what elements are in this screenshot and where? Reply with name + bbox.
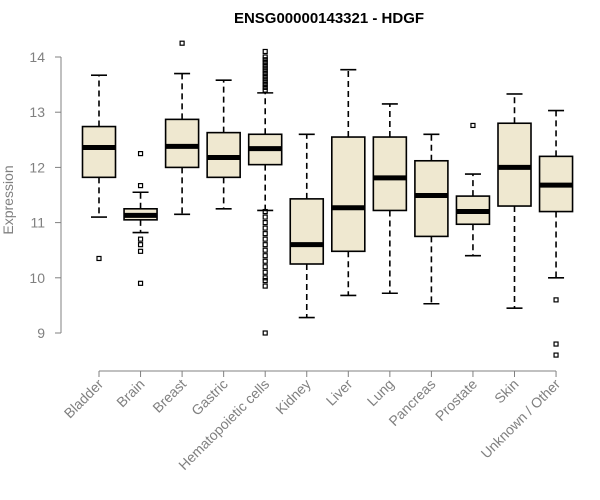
outlier-point — [262, 48, 268, 55]
box-9 — [455, 122, 491, 257]
outlier-point — [262, 70, 268, 77]
outlier-point — [262, 258, 268, 264]
outlier-point — [262, 277, 268, 284]
x-tick-label: Breast — [149, 376, 189, 416]
y-tick-label: 13 — [29, 104, 45, 120]
outlier-point — [137, 151, 144, 157]
outlier-point — [553, 297, 559, 303]
outlier-point — [96, 255, 102, 262]
outlier-point — [262, 79, 268, 85]
x-tick-label: Unknown / Other — [478, 376, 564, 462]
outlier-point — [262, 57, 268, 63]
outlier-point — [262, 283, 268, 289]
boxes-group — [81, 40, 574, 358]
outlier-point — [553, 341, 559, 347]
iqr-box — [289, 198, 325, 265]
box-6 — [330, 68, 366, 297]
outlier-point — [262, 208, 268, 215]
outlier-point — [262, 65, 268, 71]
outlier-point — [262, 253, 268, 259]
outlier-point — [262, 236, 268, 242]
outlier-point — [262, 225, 268, 231]
iqr-box — [330, 136, 366, 253]
outlier-point — [262, 220, 268, 226]
outlier-point — [262, 73, 268, 79]
outlier-point — [137, 242, 144, 248]
outlier-point — [262, 231, 268, 237]
x-tick-label: Brain — [113, 376, 147, 410]
outlier-point — [137, 280, 144, 286]
outlier-point — [262, 84, 268, 90]
outlier-point — [262, 275, 268, 281]
x-tick-label: Kidney — [272, 376, 314, 418]
outlier-point — [262, 330, 268, 336]
box-7 — [372, 103, 408, 295]
outlier-point — [137, 183, 144, 189]
outlier-point — [262, 264, 268, 270]
outlier-point — [262, 81, 268, 88]
outlier-point — [179, 40, 185, 46]
box-3 — [206, 79, 241, 210]
outlier-point — [553, 352, 559, 358]
outlier-point — [262, 68, 268, 74]
outlier-point — [262, 214, 268, 220]
iqr-box — [81, 125, 117, 179]
outlier-point — [262, 247, 268, 253]
outlier-point — [262, 87, 268, 93]
outlier-point — [137, 236, 144, 242]
y-tick-label: 9 — [37, 325, 45, 341]
box-0 — [81, 74, 117, 262]
y-axis-label: Expression — [0, 165, 16, 234]
iqr-box — [164, 118, 200, 169]
outlier-point — [262, 242, 268, 248]
x-tick-label: Prostate — [432, 376, 480, 424]
outlier-point — [262, 59, 268, 66]
y-tick-label: 10 — [29, 270, 45, 286]
outlier-point — [137, 248, 144, 254]
box-4 — [247, 48, 283, 336]
iqr-box — [372, 136, 408, 212]
outlier-point — [262, 54, 268, 60]
outlier-point — [262, 76, 268, 82]
box-2 — [164, 40, 200, 216]
iqr-box — [497, 122, 532, 207]
iqr-box — [414, 159, 449, 238]
y-axis-ticks: 9 10 11 12 13 14 — [29, 49, 61, 341]
y-tick-label: 12 — [29, 159, 45, 175]
y-tick-label: 14 — [29, 49, 45, 65]
box-10 — [497, 93, 532, 309]
chart-title: ENSG00000143321 - HDGF — [234, 10, 424, 27]
box-1 — [123, 151, 158, 286]
x-tick-label: Bladder — [61, 376, 107, 422]
box-11 — [538, 109, 574, 358]
x-tick-label: Liver — [323, 376, 356, 409]
y-tick-label: 11 — [30, 215, 45, 231]
x-tick-label: Lung — [364, 376, 397, 409]
box-8 — [414, 133, 449, 305]
outlier-point — [262, 62, 268, 68]
outlier-point — [262, 269, 268, 275]
box-5 — [289, 133, 325, 319]
outlier-point — [470, 122, 476, 129]
x-tick-label: Skin — [491, 376, 522, 407]
